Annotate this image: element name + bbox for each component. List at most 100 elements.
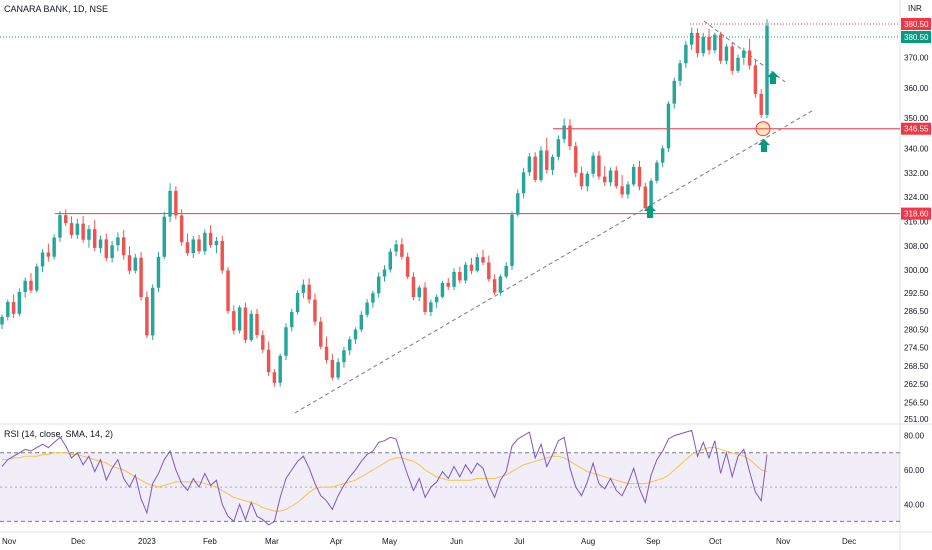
candle-body	[603, 176, 607, 183]
candle-body	[278, 355, 282, 383]
candle-body	[400, 244, 404, 257]
candle-body	[660, 148, 665, 163]
candle-body	[81, 223, 85, 240]
candle-body	[87, 229, 91, 240]
time-tick-label: Apr	[330, 537, 343, 546]
candle-body	[446, 282, 450, 287]
candle-body	[6, 302, 10, 317]
candle-body	[301, 284, 306, 293]
candle-body	[371, 293, 375, 303]
candle-body	[759, 93, 763, 115]
candle-body	[0, 316, 4, 325]
rising-trendline	[294, 108, 816, 414]
time-tick-label: Oct	[709, 537, 722, 546]
candle-body	[23, 280, 27, 292]
price-tick-label: 256.50	[904, 398, 929, 407]
candle-body	[359, 314, 364, 330]
candle-body	[736, 57, 740, 71]
candle-body	[214, 240, 219, 246]
rsi-title: RSI (14, close, SMA, 14, 2)	[4, 429, 114, 439]
candle-body	[458, 271, 462, 281]
candle-body	[382, 269, 387, 277]
candle-body	[608, 170, 613, 183]
candle-body	[237, 307, 242, 331]
candle-body	[574, 146, 578, 173]
candle-body	[110, 245, 114, 258]
candle-body	[713, 34, 717, 51]
candle-body	[492, 279, 497, 293]
candle-body	[765, 25, 769, 115]
candle-body	[11, 302, 16, 314]
candle-body	[585, 173, 590, 187]
candle-body	[116, 237, 120, 246]
candle-body	[58, 215, 62, 238]
candle-body	[597, 155, 601, 177]
candle-body	[156, 256, 161, 288]
chart-title: CANARA BANK, 1D, NSE	[4, 4, 109, 14]
candle-body	[261, 335, 265, 350]
candle-body	[689, 32, 694, 45]
candle-body	[284, 327, 288, 356]
candle-body	[40, 252, 45, 267]
price-tick-label: 340.00	[904, 145, 929, 154]
candle-body	[35, 266, 39, 291]
candle-body	[203, 232, 207, 252]
candle-body	[684, 44, 688, 64]
candle-body	[701, 36, 705, 54]
candle-body	[423, 287, 427, 313]
price-tick-label: 316.00	[904, 218, 929, 227]
candle-body	[243, 307, 248, 340]
price-tick-label: 268.50	[904, 362, 929, 371]
candle-body	[394, 244, 398, 252]
candle-body	[672, 80, 676, 104]
time-tick-label: Jun	[450, 537, 463, 546]
level-tag-bg	[901, 122, 931, 135]
candle-body	[208, 232, 213, 246]
candle-body	[93, 229, 97, 248]
time-tick-label: 2023	[138, 537, 156, 546]
candle-body	[324, 346, 329, 361]
level-tag-bg	[901, 207, 931, 220]
last-tag-bg	[901, 31, 931, 43]
candle-body	[707, 36, 711, 51]
candle-body	[185, 242, 190, 254]
time-tick-label: May	[382, 537, 397, 546]
candle-body	[481, 257, 485, 263]
candle-body	[162, 216, 166, 257]
candle-body	[620, 186, 624, 195]
candle-body	[452, 271, 456, 287]
time-tick-label: Jul	[514, 537, 524, 546]
candle-body	[579, 172, 584, 187]
candle-body	[127, 255, 132, 271]
candle-body	[174, 190, 178, 216]
candle-body	[695, 32, 700, 54]
level-tag: 318.60	[904, 210, 929, 219]
candle-body	[405, 256, 410, 277]
price-tick-label: 332.00	[904, 169, 929, 178]
candle-body	[307, 284, 311, 300]
price-tick-label: 308.00	[904, 242, 929, 251]
last-tag: 380.50	[904, 33, 929, 42]
level-tag: 346.55	[904, 125, 929, 134]
candle-body	[753, 65, 758, 94]
price-tick-label: 360.00	[904, 84, 929, 93]
candle-body	[17, 291, 22, 314]
candle-body	[52, 237, 56, 257]
candle-body	[724, 46, 729, 61]
candle-body	[69, 223, 74, 235]
candle-body	[678, 63, 682, 81]
arrow-up-icon	[758, 139, 770, 152]
price-tick-label: 274.50	[904, 344, 929, 353]
candle-body	[64, 215, 68, 224]
candle-body	[388, 251, 393, 270]
candle-body	[475, 257, 479, 271]
rsi-tick-label: 40.00	[904, 500, 925, 509]
candle-body	[539, 150, 543, 180]
candle-body	[121, 237, 126, 256]
candle-body	[197, 239, 201, 252]
candle-body	[272, 372, 277, 383]
candle-body	[718, 34, 723, 61]
candle-body	[411, 276, 416, 298]
candle-body	[29, 280, 33, 291]
